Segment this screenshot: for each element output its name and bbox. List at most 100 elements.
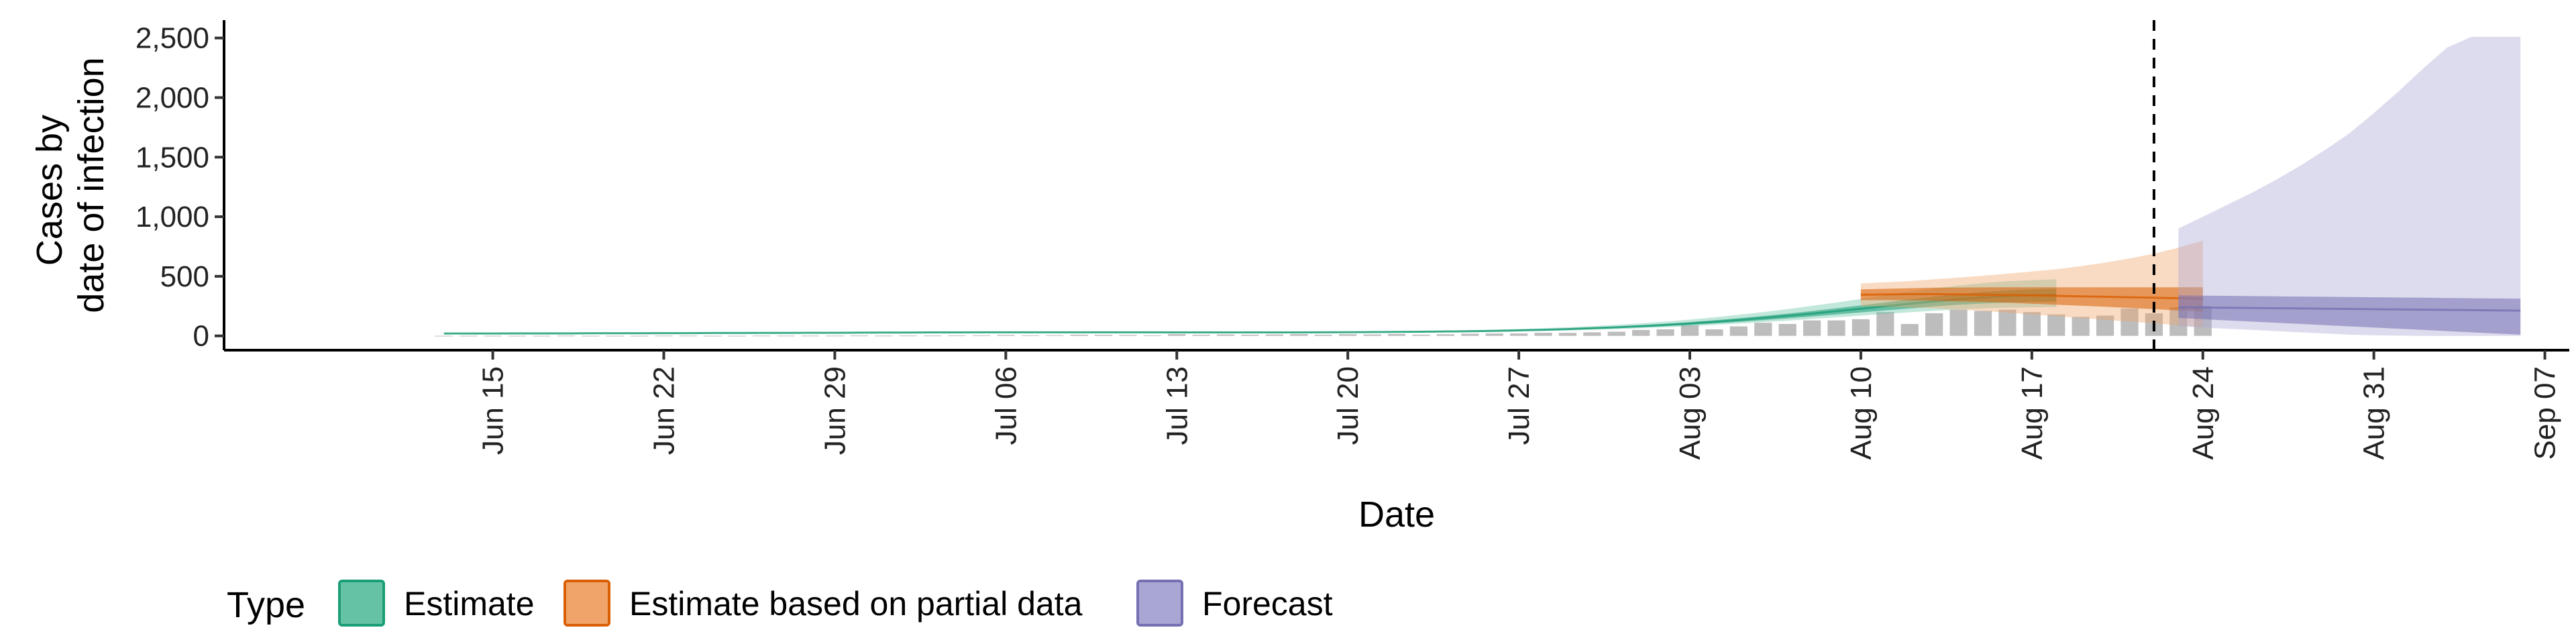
legend-label-partial-data: Estimate based on partial data — [629, 585, 1083, 623]
legend-title: Type — [227, 585, 305, 625]
observed-cases-bar — [875, 335, 893, 337]
observed-cases-bar — [899, 335, 917, 337]
forecast-outer-band — [2178, 36, 2521, 336]
y-axis-title-line-1: Cases by — [30, 115, 70, 266]
observed-cases-bar — [948, 335, 966, 336]
observed-cases-bar — [1558, 333, 1577, 336]
observed-cases-bar — [582, 335, 600, 337]
observed-cases-bar — [1998, 309, 2017, 336]
observed-cases-bar — [655, 335, 673, 337]
x-tick-label: Aug 24 — [2187, 366, 2220, 460]
series-forecast — [2178, 36, 2521, 336]
x-tick-label: Aug 03 — [1674, 366, 1707, 460]
observed-cases-bar — [1851, 319, 1870, 336]
x-tick-label: Aug 17 — [2016, 366, 2049, 460]
y-tick-label: 1,500 — [136, 141, 209, 174]
x-tick-label: Jul 20 — [1332, 366, 1364, 445]
x-tick-label: Jul 27 — [1503, 366, 1536, 445]
observed-cases-bar — [1583, 332, 1601, 336]
observed-cases-bar — [1949, 309, 1968, 336]
observed-cases-bar — [1607, 331, 1625, 336]
y-axis-title: Cases by date of infection — [30, 57, 111, 313]
observed-cases-bar — [1339, 334, 1357, 336]
legend-label-forecast: Forecast — [1202, 585, 1333, 623]
legend-swatch-estimate — [338, 580, 385, 627]
observed-cases-bar — [1290, 334, 1308, 336]
observed-cases-bar — [1729, 326, 1748, 336]
observed-cases-bar — [1974, 311, 1992, 336]
x-tick-label: Jun 22 — [648, 366, 681, 455]
observed-cases-bar — [1680, 325, 1699, 336]
observed-cases-bar — [1216, 334, 1235, 336]
partial-data-median-line — [1860, 293, 2203, 300]
x-axis-ticks: Jun 15 Jun 22 Jun 29 Jul 06 Jul 13 Jul 20 Jul … — [477, 350, 2562, 460]
observed-cases-bar — [1827, 320, 1845, 336]
x-tick-label: Jul 13 — [1161, 366, 1193, 445]
observed-cases-bar — [801, 335, 820, 337]
observed-cases-bar — [1168, 334, 1186, 336]
plot-area — [435, 20, 2521, 350]
observed-cases-bar — [1509, 333, 1528, 336]
y-tick-label: 500 — [160, 260, 209, 293]
x-tick-label: Jun 29 — [818, 366, 851, 455]
legend-swatch-forecast — [1136, 580, 1183, 627]
observed-cases-bar — [1900, 323, 1919, 336]
observed-cases-bar — [850, 335, 868, 337]
forecast-median-line — [2178, 306, 2521, 312]
legend-label-estimate: Estimate — [404, 585, 535, 623]
observed-cases-bar — [1412, 334, 1430, 336]
x-tick-label: Sep 07 — [2529, 366, 2562, 460]
observed-cases-bar — [557, 335, 575, 337]
observed-cases-bar — [1485, 333, 1503, 336]
observed-cases-bar — [679, 335, 698, 337]
observed-cases-bar — [1876, 312, 1894, 336]
observed-cases-bar — [777, 335, 795, 337]
y-tick-label: 2,500 — [136, 22, 209, 55]
observed-cases-bar — [1241, 334, 1259, 336]
x-tick-label: Aug 10 — [1845, 366, 1878, 460]
observed-cases-bar — [1192, 335, 1210, 336]
x-tick-label: Jul 06 — [989, 366, 1022, 445]
observed-cases-bar — [972, 335, 991, 336]
y-tick-label: 0 — [193, 320, 209, 353]
observed-cases-bar — [2023, 312, 2041, 336]
observed-cases-bar — [508, 335, 527, 337]
observed-cases-bar — [2121, 308, 2139, 336]
legend: Type Estimate Estimate based on partial … — [227, 580, 1333, 627]
observed-cases-bar — [1461, 333, 1479, 336]
y-axis-ticks: 0 500 1,000 1,500 2,000 2,500 — [136, 22, 224, 353]
observed-cases-bar — [1656, 329, 1674, 336]
observed-cases-bar — [1314, 334, 1332, 336]
observed-cases-bar — [1387, 333, 1406, 336]
observed-cases-bar — [1046, 335, 1064, 336]
legend-swatch-partial-data — [564, 580, 610, 627]
estimate-median-line — [443, 293, 2057, 335]
observed-cases-bar — [1705, 329, 1723, 336]
y-tick-label: 1,000 — [136, 201, 209, 233]
observed-cases-bar — [435, 335, 453, 337]
observed-cases-bar — [533, 335, 551, 337]
observed-cases-bar — [826, 335, 844, 337]
observed-cases-bar — [484, 335, 502, 337]
observed-cases-bar — [606, 335, 624, 337]
observed-cases-bar — [728, 335, 746, 337]
x-tick-label: Aug 31 — [2358, 366, 2391, 460]
observed-cases-bar — [2072, 317, 2090, 336]
observed-cases-bar — [753, 335, 771, 337]
observed-cases-bar — [1925, 313, 1943, 336]
observed-cases-bar — [1803, 320, 1821, 336]
observed-cases-bar — [2096, 315, 2114, 336]
observed-cases-bar — [704, 335, 722, 337]
x-axis-title: Date — [1358, 494, 1435, 535]
partial-data-outer-band — [1860, 240, 2203, 327]
observed-cases-bar — [2047, 314, 2065, 336]
series-partial-data — [1860, 240, 2203, 327]
observed-cases-bar — [1436, 334, 1454, 336]
observed-cases-bar — [1265, 334, 1284, 336]
estimate-ribbons — [443, 36, 2521, 336]
observed-cases-bar — [1534, 333, 1552, 336]
observed-cases-bar — [1754, 323, 1772, 336]
observed-cases-bar — [923, 335, 942, 337]
